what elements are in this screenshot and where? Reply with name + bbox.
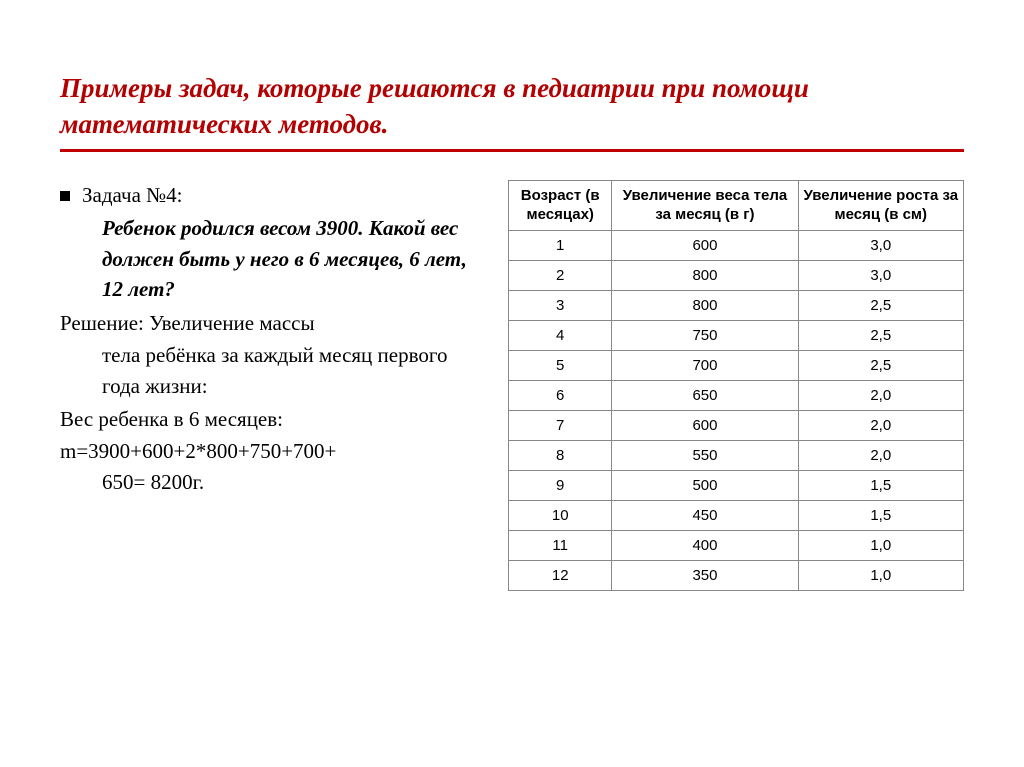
bullet-icon [60, 191, 70, 201]
weight-label: Вес ребенка в 6 месяцев: [60, 404, 490, 434]
table-cell: 500 [612, 471, 798, 501]
table-cell: 350 [612, 561, 798, 591]
table-row: 47502,5 [509, 321, 964, 351]
col-age: Возраст (в месяцах) [509, 180, 612, 231]
formula-line-1: m=3900+600+2*800+750+700+ [60, 436, 490, 466]
task-number-text: Задача №4: [82, 183, 183, 207]
table-body: 16003,028003,038002,547502,557002,566502… [509, 231, 964, 591]
table-cell: 4 [509, 321, 612, 351]
table-row: 95001,5 [509, 471, 964, 501]
formula-line-2: 650= 8200г. [60, 467, 490, 497]
table-cell: 2,5 [798, 291, 963, 321]
table-cell: 600 [612, 231, 798, 261]
table-cell: 2,5 [798, 351, 963, 381]
table-row: 38002,5 [509, 291, 964, 321]
table-cell: 3 [509, 291, 612, 321]
solution-continuation: тела ребёнка за каждый месяц первого год… [60, 340, 490, 401]
table-cell: 2,0 [798, 411, 963, 441]
table-cell: 8 [509, 441, 612, 471]
table-cell: 11 [509, 531, 612, 561]
table-cell: 6 [509, 381, 612, 411]
table-header-row: Возраст (в месяцах) Увеличение веса тела… [509, 180, 964, 231]
table-cell: 2,0 [798, 381, 963, 411]
solution-label: Решение: [60, 311, 144, 335]
table-row: 16003,0 [509, 231, 964, 261]
slide-title: Примеры задач, которые решаются в педиат… [60, 70, 964, 143]
table-cell: 1,0 [798, 531, 963, 561]
solution-line: Решение: Увеличение массы [60, 308, 490, 338]
table-row: 76002,0 [509, 411, 964, 441]
table-cell: 1,5 [798, 471, 963, 501]
table-row: 104501,5 [509, 501, 964, 531]
table-cell: 1,5 [798, 501, 963, 531]
solution-text-start: Увеличение массы [149, 311, 314, 335]
table-row: 114001,0 [509, 531, 964, 561]
table-cell: 400 [612, 531, 798, 561]
table-cell: 9 [509, 471, 612, 501]
table-row: 57002,5 [509, 351, 964, 381]
table-cell: 750 [612, 321, 798, 351]
text-column: Задача №4: Ребенок родился весом 3900. К… [60, 180, 490, 592]
title-underline [60, 149, 964, 152]
table-cell: 2,5 [798, 321, 963, 351]
table-cell: 600 [612, 411, 798, 441]
table-cell: 700 [612, 351, 798, 381]
col-weight: Увеличение веса тела за месяц (в г) [612, 180, 798, 231]
growth-table: Возраст (в месяцах) Увеличение веса тела… [508, 180, 964, 592]
table-cell: 800 [612, 291, 798, 321]
table-row: 85502,0 [509, 441, 964, 471]
table-cell: 3,0 [798, 261, 963, 291]
table-cell: 2 [509, 261, 612, 291]
table-cell: 650 [612, 381, 798, 411]
table-cell: 2,0 [798, 441, 963, 471]
table-cell: 12 [509, 561, 612, 591]
table-row: 28003,0 [509, 261, 964, 291]
task-number: Задача №4: [60, 180, 490, 210]
table-cell: 3,0 [798, 231, 963, 261]
col-height: Увеличение роста за месяц (в см) [798, 180, 963, 231]
table-cell: 800 [612, 261, 798, 291]
table-cell: 1 [509, 231, 612, 261]
table-row: 66502,0 [509, 381, 964, 411]
table-cell: 450 [612, 501, 798, 531]
table-row: 123501,0 [509, 561, 964, 591]
content-area: Задача №4: Ребенок родился весом 3900. К… [60, 180, 964, 592]
table-cell: 1,0 [798, 561, 963, 591]
table-cell: 5 [509, 351, 612, 381]
table-column: Возраст (в месяцах) Увеличение веса тела… [508, 180, 964, 592]
table-cell: 10 [509, 501, 612, 531]
table-cell: 550 [612, 441, 798, 471]
table-cell: 7 [509, 411, 612, 441]
problem-statement: Ребенок родился весом 3900. Какой вес до… [60, 213, 490, 304]
